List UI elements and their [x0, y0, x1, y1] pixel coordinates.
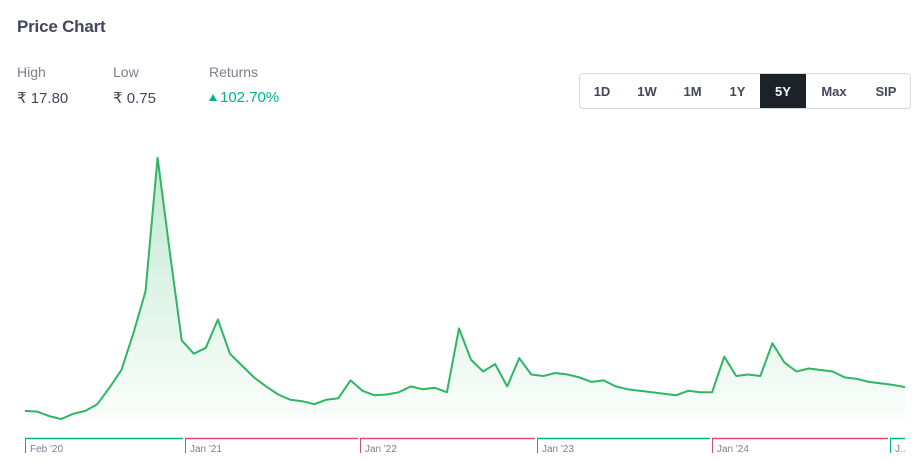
x-tick-label: Feb '20: [30, 444, 63, 455]
range-max-button[interactable]: Max: [821, 83, 847, 99]
range-5y-button[interactable]: 5Y: [760, 74, 806, 108]
x-tick-label: Jan '21: [190, 444, 222, 455]
x-tick-label: Jan '24: [717, 444, 749, 455]
range-1m-button[interactable]: 1M: [683, 83, 702, 99]
price-series-line: [24, 156, 906, 420]
stat-low: Low ₹ 0.75: [113, 64, 156, 107]
triangle-up-icon: [209, 94, 217, 101]
stat-returns: Returns 102.70%: [209, 64, 279, 106]
page-title: Price Chart: [17, 17, 106, 36]
stat-low-label: Low: [113, 64, 139, 80]
price-area: [25, 157, 905, 422]
range-1d-button[interactable]: 1D: [593, 83, 611, 99]
x-tick-label: J..: [895, 444, 906, 455]
range-sip-button[interactable]: SIP: [875, 83, 897, 99]
x-tick-label: Jan '23: [542, 444, 574, 455]
stat-low-value: ₹ 0.75: [113, 90, 156, 107]
range-1w-button[interactable]: 1W: [637, 83, 657, 99]
stat-high: High ₹ 17.80: [17, 64, 68, 107]
range-1y-button[interactable]: 1Y: [729, 83, 746, 99]
x-tick-label: Jan '22: [365, 444, 397, 455]
range-selector: 1D 1W 1M 1Y 5Y Max SIP: [579, 73, 911, 109]
stat-returns-label: Returns: [209, 64, 259, 80]
stat-high-label: High: [17, 64, 46, 80]
stat-high-value: ₹ 17.80: [17, 90, 69, 107]
stat-returns-value-wrap: 102.70%: [209, 89, 279, 106]
stat-returns-value: 102.70%: [220, 89, 280, 106]
